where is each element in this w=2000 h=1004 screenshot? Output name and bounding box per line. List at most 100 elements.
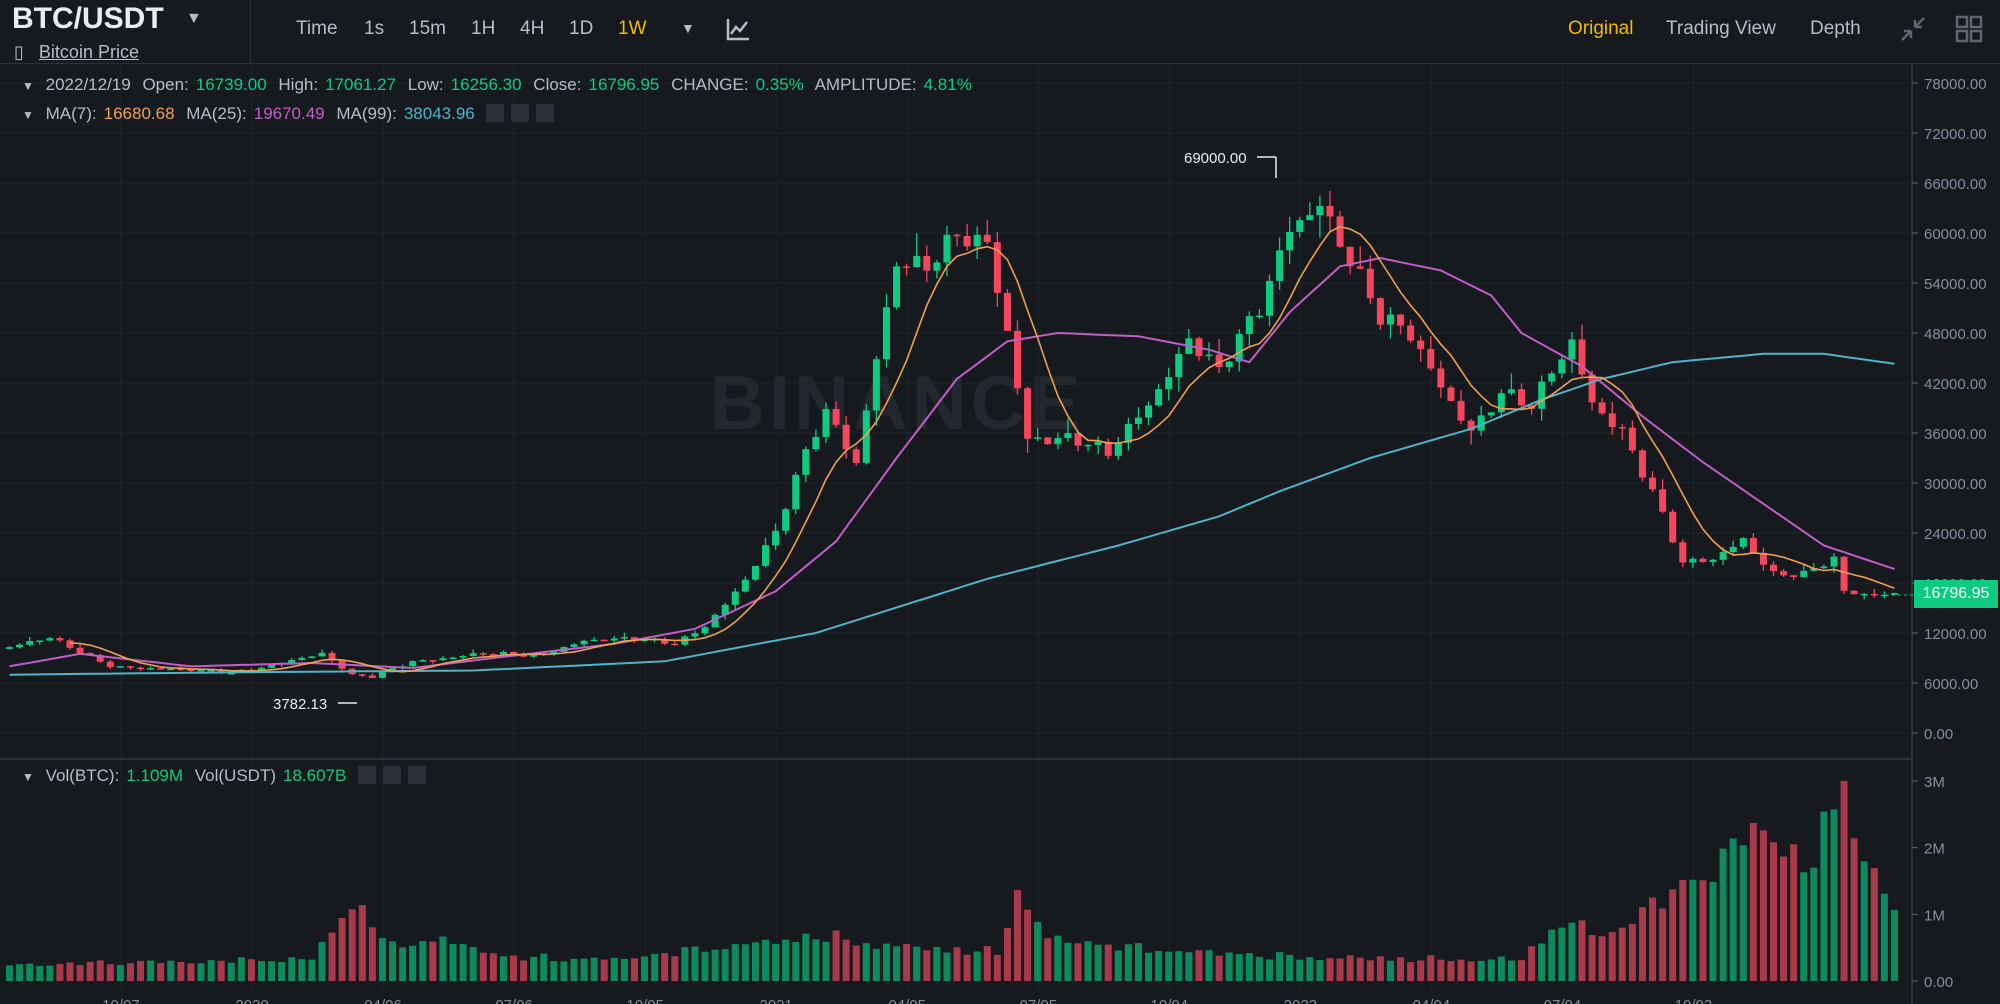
volume-bar	[1770, 842, 1777, 981]
volume-settings-icon[interactable]	[383, 765, 402, 784]
volume-axis: 3M 2M 1M 0.00	[1912, 774, 1953, 991]
candle-body	[741, 579, 749, 592]
candle-body	[1044, 437, 1052, 445]
interval-4h[interactable]: 4H	[520, 18, 545, 39]
ma-close-icon[interactable]	[536, 103, 555, 122]
ma-settings-icon[interactable]	[511, 103, 530, 122]
candle-body	[1477, 415, 1485, 431]
volume-bar	[96, 960, 104, 981]
candle-body	[1759, 552, 1767, 565]
symbol-dropdown-icon[interactable]: ▼	[186, 10, 202, 27]
interval-more-dropdown-icon[interactable]: ▼	[681, 20, 695, 36]
candle-body	[772, 530, 780, 546]
volume-hide-icon[interactable]	[358, 765, 377, 784]
price-tick-label: 42000.00	[1924, 376, 1987, 393]
volume-bar	[399, 947, 407, 981]
ma-legend-collapse-icon[interactable]: ▼	[22, 108, 34, 122]
candle-body	[1638, 450, 1646, 478]
candle-body	[469, 653, 477, 657]
candle-body	[1538, 381, 1546, 409]
volume-bar	[1437, 959, 1445, 981]
time-tick-label: 10/04	[1151, 997, 1189, 1004]
candle-body	[358, 674, 366, 676]
volume-bar	[1316, 960, 1324, 981]
volume-bar	[661, 953, 669, 981]
volume-bar	[1870, 868, 1878, 981]
volume-bar	[731, 943, 739, 981]
volume-bar	[1780, 856, 1788, 981]
candle-body	[1397, 314, 1405, 326]
candle-body	[953, 234, 961, 237]
candle-body	[1749, 538, 1757, 553]
candle-body	[762, 545, 769, 566]
vol-usdt-value: 18.607B	[282, 766, 347, 785]
interval-1d[interactable]: 1D	[569, 18, 594, 39]
volume-legend-collapse-icon[interactable]: ▼	[22, 770, 34, 784]
interval-time[interactable]: Time	[296, 18, 338, 39]
candle-body	[1558, 359, 1566, 374]
candle-body	[1215, 354, 1223, 368]
price-tick-label: 30000.00	[1924, 476, 1987, 493]
view-original[interactable]: Original	[1568, 18, 1634, 39]
volume-close-icon[interactable]	[408, 765, 427, 784]
legend-collapse-icon[interactable]: ▼	[22, 79, 34, 93]
indicators-icon[interactable]	[723, 14, 753, 44]
volume-bar	[1427, 955, 1435, 981]
candle-body	[1860, 593, 1868, 596]
volume-bar	[439, 936, 447, 981]
volume-bar	[1407, 962, 1415, 981]
legend-amplitude-label: AMPLITUDE:	[814, 75, 917, 94]
volume-bar	[802, 933, 810, 981]
vol-usdt-label: Vol(USDT)	[194, 766, 276, 785]
candle-body	[1074, 433, 1082, 446]
volume-bar	[963, 954, 971, 981]
volume-bar	[66, 962, 74, 981]
interval-1h[interactable]: 1H	[471, 18, 496, 39]
volume-bar	[1497, 956, 1505, 981]
candle-body	[933, 262, 941, 271]
ma25-line	[9, 256, 1895, 670]
candle-body	[1689, 558, 1697, 563]
candle-body	[661, 638, 669, 644]
interval-1s[interactable]: 1s	[364, 18, 385, 39]
volume-bar	[832, 930, 840, 981]
candle-body	[1064, 433, 1072, 439]
candle-body	[479, 653, 487, 655]
legend-change-value: 0.35%	[755, 75, 804, 94]
volume-bar	[1810, 867, 1818, 981]
view-depth[interactable]: Depth	[1810, 18, 1861, 39]
candle-body	[449, 657, 457, 660]
volume-bar	[6, 965, 13, 981]
candle-body	[258, 667, 265, 671]
volume-bar	[1417, 960, 1425, 981]
volume-bar	[147, 960, 155, 981]
collapse-icon[interactable]	[1898, 14, 1928, 44]
legend-close-value: 16796.95	[588, 75, 660, 94]
candle-body	[16, 644, 24, 648]
volume-bar	[842, 939, 850, 981]
interval-1w[interactable]: 1W	[618, 18, 647, 39]
symbol-title[interactable]: BTC/USDT	[12, 2, 164, 35]
candle-body	[1719, 552, 1727, 560]
candle-body	[1094, 441, 1102, 445]
volume-bar	[1558, 927, 1566, 981]
candle-body	[1024, 388, 1032, 439]
volume-bar	[651, 953, 659, 981]
candle-body	[671, 643, 679, 646]
candle-body	[298, 657, 306, 660]
volume-tick-label: 0.00	[1924, 974, 1953, 991]
interval-15m[interactable]: 15m	[409, 18, 446, 39]
ma-hide-icon[interactable]	[486, 103, 505, 122]
volume-bar	[1286, 954, 1294, 981]
view-trading-view[interactable]: Trading View	[1666, 18, 1776, 39]
candle-body	[157, 668, 165, 670]
volume-bar	[137, 960, 145, 981]
volume-bar	[1679, 879, 1687, 981]
candle-body	[26, 641, 34, 645]
volume-bar	[16, 964, 24, 981]
grid-layout-icon[interactable]	[1954, 14, 1984, 44]
volume-bar	[893, 946, 901, 981]
bitcoin-price-link[interactable]: Bitcoin Price	[38, 42, 139, 62]
candle-body	[1276, 250, 1284, 281]
